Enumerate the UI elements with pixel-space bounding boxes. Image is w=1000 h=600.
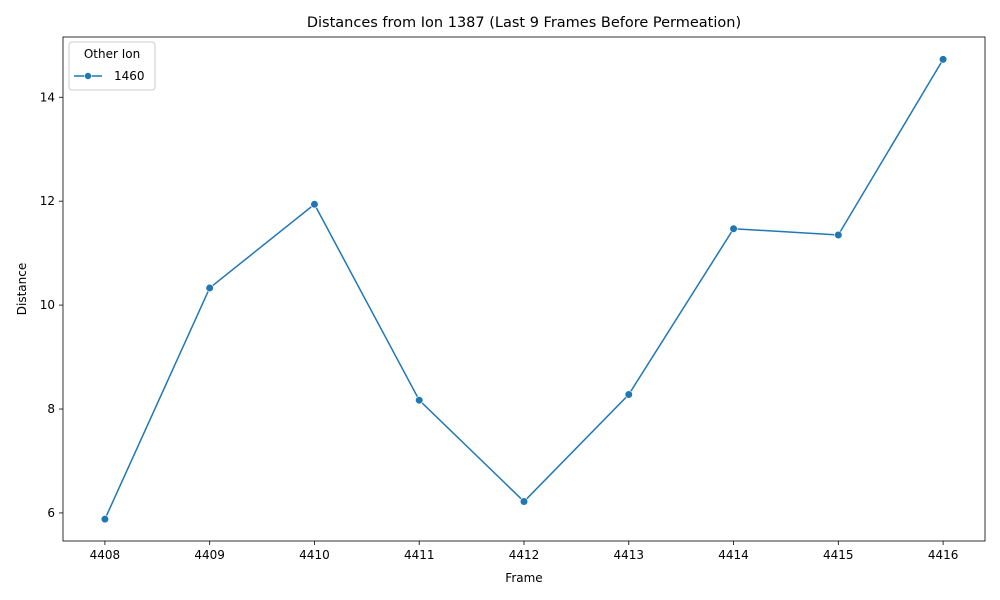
y-axis-label: Distance (15, 263, 29, 315)
y-tick-label: 12 (40, 194, 55, 208)
series-layer (100, 55, 948, 524)
x-tick-label: 4413 (613, 548, 644, 562)
data-point (834, 230, 843, 240)
legend: Other Ion 1460 (68, 41, 156, 91)
plot-area: 4408 4409 4410 4411 4412 4413 4414 4415 4416 6 8 1… (40, 36, 986, 562)
x-tick-label: 4414 (718, 548, 749, 562)
x-tick-label: 4409 (194, 548, 225, 562)
x-tick-label: 4410 (299, 548, 330, 562)
x-tick-label: 4416 (928, 548, 959, 562)
x-tick-label: 4408 (90, 548, 121, 562)
series-line (104, 58, 944, 520)
chart-title: Distances from Ion 1387 (Last 9 Frames B… (307, 15, 741, 31)
data-point (519, 497, 529, 506)
data-point (205, 283, 214, 293)
legend-entry-label: 1460 (114, 69, 145, 83)
y-tick-label: 8 (47, 402, 55, 416)
legend-marker-swatch (84, 72, 92, 80)
data-point (624, 390, 633, 399)
data-point (415, 396, 424, 405)
data-point (938, 55, 948, 64)
y-tick-label: 10 (40, 298, 55, 312)
data-point (729, 224, 738, 233)
x-axis-label: Frame (505, 571, 542, 585)
x-axis: 4408 4409 4410 4411 4412 4413 4414 4415 4416 (90, 541, 959, 562)
data-point (310, 200, 319, 209)
plot-frame (62, 36, 986, 542)
legend-title: Other Ion (84, 47, 140, 61)
y-tick-label: 14 (40, 90, 55, 104)
data-point (100, 515, 110, 524)
y-tick-label: 6 (47, 506, 55, 520)
x-tick-label: 4412 (509, 548, 540, 562)
y-axis: 6 8 10 12 14 (40, 90, 63, 520)
x-tick-label: 4415 (823, 548, 854, 562)
x-tick-label: 4411 (404, 548, 435, 562)
